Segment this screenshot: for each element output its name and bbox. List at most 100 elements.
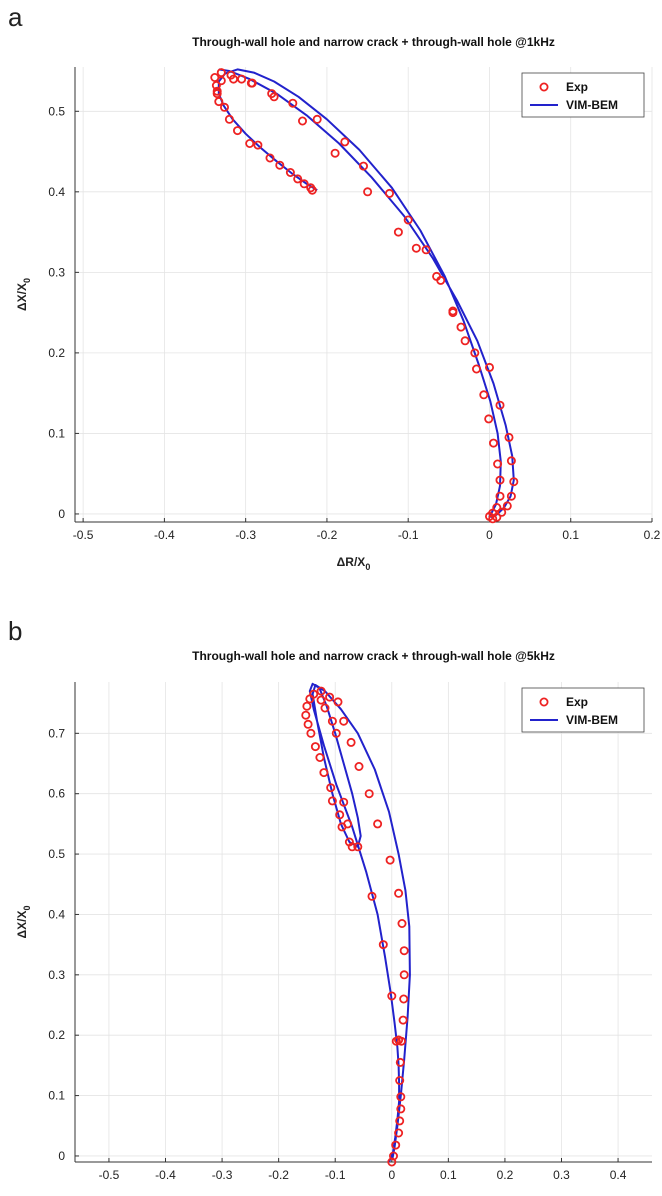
x-tick-label: 0.4 <box>610 1168 627 1182</box>
y-tick-label: 0.7 <box>48 726 65 740</box>
exp-point <box>484 362 494 372</box>
exp-point <box>211 81 221 91</box>
x-tick-label: -0.4 <box>154 528 175 542</box>
exp-point <box>340 137 350 147</box>
exp-point <box>395 1116 405 1126</box>
exp-point <box>316 686 326 696</box>
exp-point <box>212 86 222 96</box>
exp-point <box>504 432 514 442</box>
exp-point <box>385 855 395 865</box>
exp-point <box>327 716 337 726</box>
exp-point <box>394 888 404 898</box>
x-tick-label: -0.1 <box>325 1168 346 1182</box>
exp-point <box>316 695 326 705</box>
exp-point <box>367 891 377 901</box>
exp-point <box>330 148 340 158</box>
exp-point <box>399 970 409 980</box>
exp-point <box>305 694 315 704</box>
exp-point <box>470 348 480 358</box>
exp-point <box>397 918 407 928</box>
exp-point <box>506 491 516 501</box>
exp-point <box>384 188 394 198</box>
y-axis-label: ΔX/X0 <box>15 278 32 311</box>
exp-point <box>456 322 466 332</box>
exp-point <box>319 768 329 778</box>
panel-letter-b: b <box>8 616 23 646</box>
exp-point <box>393 227 403 237</box>
y-tick-label: 0 <box>58 1149 65 1163</box>
x-tick-label: 0.1 <box>440 1168 457 1182</box>
exp-point <box>245 138 255 148</box>
x-tick-label: -0.2 <box>268 1168 289 1182</box>
exp-point <box>387 991 397 1001</box>
exp-point <box>293 174 303 184</box>
exp-point <box>358 161 368 171</box>
exp-point <box>497 507 507 517</box>
exp-point <box>391 1140 401 1150</box>
exp-point <box>403 215 413 225</box>
exp-point <box>395 1075 405 1085</box>
exp-point <box>399 994 409 1004</box>
y-tick-label: 0.6 <box>48 787 65 801</box>
y-tick-label: 0.5 <box>48 847 65 861</box>
exp-point <box>306 183 316 193</box>
exp-point <box>312 114 322 124</box>
chart-title: Through-wall hole and narrow crack + thr… <box>192 35 555 49</box>
exp-point <box>333 697 343 707</box>
x-axis-label: ΔR/X0 <box>337 555 371 572</box>
legend-marker-exp <box>539 697 549 707</box>
exp-point <box>306 728 316 738</box>
y-tick-label: 0.1 <box>48 1089 65 1103</box>
y-tick-label: 0.3 <box>48 265 65 279</box>
y-tick-label: 0.2 <box>48 1028 65 1042</box>
exp-point <box>388 1151 398 1161</box>
exp-point <box>484 414 494 424</box>
x-tick-label: 0.2 <box>644 528 661 542</box>
exp-point <box>495 400 505 410</box>
exp-point <box>395 1057 405 1067</box>
exp-point <box>214 97 224 107</box>
exp-point <box>373 819 383 829</box>
exp-point <box>460 336 470 346</box>
exp-point <box>411 243 421 253</box>
x-tick-label: 0.3 <box>553 1168 570 1182</box>
exp-point <box>339 797 349 807</box>
exp-point <box>394 1128 404 1138</box>
exp-point <box>237 74 247 84</box>
exp-point <box>347 842 357 852</box>
exp-point <box>327 796 337 806</box>
exp-point <box>310 742 320 752</box>
x-tick-label: -0.3 <box>235 528 256 542</box>
exp-point <box>492 502 502 512</box>
y-tick-label: 0.3 <box>48 968 65 982</box>
exp-point <box>391 1036 401 1046</box>
series-line-vim-bem <box>217 68 515 519</box>
exp-point <box>246 78 256 88</box>
exp-point <box>335 810 345 820</box>
x-tick-label: 0 <box>388 1168 395 1182</box>
exp-point <box>363 187 373 197</box>
exp-point <box>364 789 374 799</box>
exp-point <box>216 68 226 78</box>
exp-point <box>488 438 498 448</box>
x-tick-label: -0.4 <box>155 1168 176 1182</box>
exp-point <box>354 761 364 771</box>
exp-point <box>320 703 330 713</box>
legend <box>521 687 645 733</box>
exp-point <box>343 819 353 829</box>
chart-b: Through-wall hole and narrow crack + thr… <box>15 649 652 1196</box>
exp-point <box>421 245 431 255</box>
legend-label: VIM-BEM <box>566 713 618 727</box>
exp-point <box>288 98 298 108</box>
panel-letter-a: a <box>8 2 23 32</box>
legend-label: Exp <box>566 695 588 709</box>
exp-point <box>492 512 502 522</box>
y-tick-label: 0.2 <box>48 346 65 360</box>
exp-point <box>219 102 229 112</box>
exp-point <box>339 716 349 726</box>
exp-point <box>269 92 279 102</box>
exp-point <box>346 737 356 747</box>
x-tick-label: 0.1 <box>562 528 579 542</box>
x-tick-label: -0.5 <box>73 528 94 542</box>
exp-point <box>432 271 442 281</box>
